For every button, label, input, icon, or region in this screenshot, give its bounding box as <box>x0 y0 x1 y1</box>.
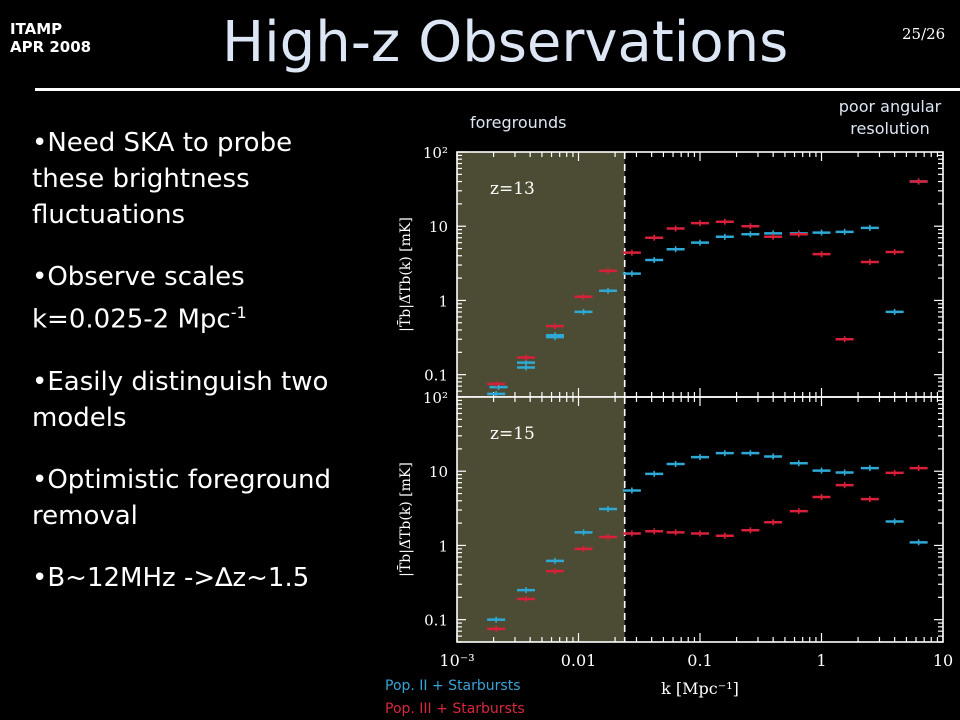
y-tick-label: 10 <box>429 218 448 236</box>
y-tick-label: 0.1 <box>424 612 448 630</box>
conference-name: ITAMP <box>10 20 63 38</box>
bullet-list: •Need SKA to probe these brightness fluc… <box>32 125 372 622</box>
resolution-caption: poor angular resolution <box>820 96 960 140</box>
title-divider <box>35 88 960 91</box>
y-axis-label: |T̄b|Δ̄Tb(k) [mK] <box>396 217 414 332</box>
presentation-meta: ITAMP APR 2008 <box>10 20 91 56</box>
foreground-shade <box>457 152 625 397</box>
panel-label: z=13 <box>490 179 535 199</box>
bullet-item: •Observe scales k=0.025-2 Mpc-1 <box>32 259 372 338</box>
bullet-item: •Need SKA to probe these brightness fluc… <box>32 128 293 230</box>
y-tick-label: 10² <box>423 389 448 407</box>
resolution-caption-line: resolution <box>850 119 930 138</box>
y-tick-label: 1 <box>438 292 448 310</box>
chart-panels: 10² 10 1 0.1 |T̄b|Δ̄Tb(k) [mK] z=13 10² 10 1 0.1 |… <box>396 144 953 698</box>
bullet-superscript: -1 <box>230 303 247 322</box>
foreground-shade <box>457 397 625 642</box>
bullet-item: •Easily distinguish two models <box>32 366 329 433</box>
x-tick-label: 0.1 <box>687 651 712 670</box>
legend-entry: Pop. III + Starbursts <box>385 701 525 717</box>
bullet-text: •Observe scales k=0.025-2 Mpc <box>32 262 245 335</box>
resolution-caption-line: poor angular <box>838 97 942 116</box>
foregrounds-caption: foregrounds <box>470 113 567 132</box>
bullet-item: •B~12MHz ->∆z~1.5 <box>32 562 310 593</box>
chart-legend: Pop. II + Starbursts Pop. III + Starburst… <box>385 678 525 717</box>
x-tick-label: 1 <box>816 651 826 670</box>
conference-date: APR 2008 <box>10 38 92 56</box>
x-tick-label: 0.01 <box>561 651 597 670</box>
x-tick-label: 10 <box>933 651 953 670</box>
slide-number: 25/26 <box>902 25 946 43</box>
panel-label: z=15 <box>490 424 535 444</box>
chart-panel: 10² 10 1 0.1 |T̄b|Δ̄Tb(k) [mK] z=15 10⁻³ 0.01 0.… <box>396 389 953 698</box>
bullet-item: •Optimistic foreground removal <box>32 464 331 531</box>
x-axis-label: k [Mpc⁻¹] <box>661 679 739 698</box>
chart-panel: 10² 10 1 0.1 |T̄b|Δ̄Tb(k) [mK] z=13 <box>396 144 944 398</box>
y-tick-label: 0.1 <box>424 367 448 385</box>
x-tick-label: 10⁻³ <box>439 651 474 670</box>
slide-title: High-z Observations <box>222 10 789 75</box>
y-tick-label: 1 <box>438 537 448 555</box>
y-tick-label: 10 <box>429 463 448 481</box>
legend-entry: Pop. II + Starbursts <box>385 678 521 694</box>
y-axis-label: |T̄b|Δ̄Tb(k) [mK] <box>396 462 414 577</box>
y-tick-label: 10² <box>423 144 448 162</box>
